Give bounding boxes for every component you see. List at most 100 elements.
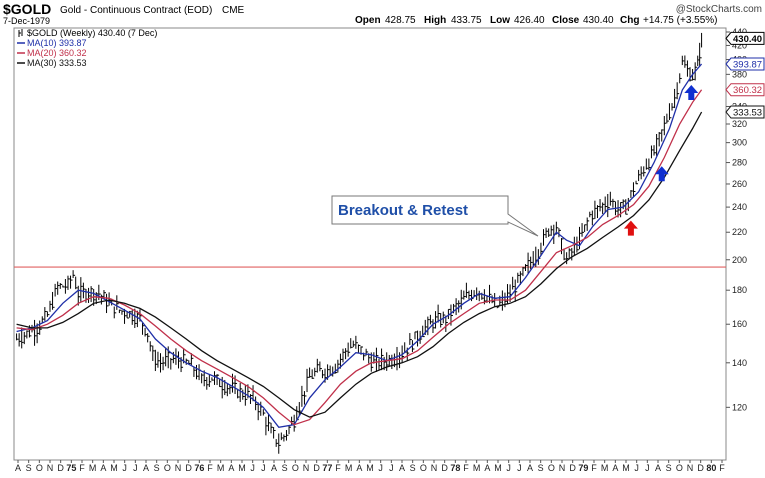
stockcharts-watermark: @StockCharts.com — [676, 4, 762, 15]
legend-label: MA(10) 393.87 — [27, 38, 87, 48]
x-tick-label: F — [79, 463, 85, 473]
x-tick-label: 78 — [450, 463, 460, 473]
legend-label: MA(30) 333.53 — [27, 58, 87, 68]
x-tick-label: J — [250, 463, 255, 473]
x-tick-label: J — [261, 463, 266, 473]
high-value: 433.75 — [451, 15, 482, 26]
x-tick-label: N — [47, 463, 54, 473]
ohlc-readout: Open 428.75 High 433.75 Low 426.40 Close… — [355, 15, 718, 26]
price-label-text: 333.53 — [733, 108, 762, 119]
x-tick-label: D — [697, 463, 704, 473]
x-tick-label: M — [217, 463, 225, 473]
price-label-box — [725, 31, 765, 45]
y-tick-label: 260 — [732, 179, 747, 189]
x-tick-label: D — [441, 463, 448, 473]
x-tick-label: M — [110, 463, 118, 473]
up-arrow-icon — [684, 85, 699, 101]
x-tick-label: N — [303, 463, 310, 473]
low-label: Low — [490, 15, 510, 26]
x-tick-label: M — [622, 463, 630, 473]
y-tick-label: 240 — [732, 202, 747, 212]
x-tick-label: J — [517, 463, 522, 473]
chart-name: Gold - Continuous Contract (EOD) — [60, 5, 212, 16]
x-tick-label: J — [389, 463, 394, 473]
x-tick-label: N — [431, 463, 438, 473]
x-tick-label: D — [185, 463, 192, 473]
plot-layer: 1201401601802002202402602803003203403603… — [14, 27, 765, 473]
x-tick-label: S — [410, 463, 416, 473]
y-tick-label: 200 — [732, 255, 747, 265]
x-tick-label: A — [655, 463, 661, 473]
x-tick-label: N — [687, 463, 694, 473]
x-tick-label: D — [313, 463, 320, 473]
x-tick-label: A — [484, 463, 490, 473]
plot-area — [13, 27, 727, 461]
chg-label: Chg — [620, 15, 639, 26]
price-label-box — [725, 83, 765, 97]
x-tick-label: M — [494, 463, 502, 473]
ma-line — [16, 89, 703, 426]
price-label-text: 430.40 — [733, 34, 762, 45]
x-tick-label: D — [57, 463, 64, 473]
x-tick-label: F — [335, 463, 341, 473]
y-tick-label: 320 — [732, 119, 747, 129]
x-tick-label: J — [378, 463, 383, 473]
x-tick-label: 76 — [194, 463, 204, 473]
x-tick-label: A — [399, 463, 405, 473]
price-label: 360.32 — [725, 83, 765, 97]
chart-date: 7-Dec-1979 — [3, 16, 50, 26]
callout-box — [331, 195, 539, 237]
x-tick-label: 80 — [706, 463, 716, 473]
x-tick-label: A — [612, 463, 618, 473]
legend-label: MA(20) 360.32 — [27, 48, 87, 58]
x-tick-label: A — [527, 463, 533, 473]
x-tick-label: A — [15, 463, 21, 473]
x-tick-label: J — [634, 463, 639, 473]
price-label: 333.53 — [725, 105, 765, 119]
up-arrow-icon — [654, 166, 669, 182]
x-tick-label: O — [292, 463, 299, 473]
x-tick-label: O — [164, 463, 171, 473]
x-tick-label: J — [133, 463, 138, 473]
price-label: 393.87 — [725, 57, 765, 70]
x-tick-label: A — [356, 463, 362, 473]
y-tick-label: 160 — [732, 319, 747, 329]
x-tick-label: 75 — [66, 463, 76, 473]
y-tick-label: 220 — [732, 227, 747, 237]
price-label-box — [725, 105, 765, 119]
x-tick-label: A — [271, 463, 277, 473]
price-label: 430.40 — [725, 31, 765, 45]
x-tick-label: S — [538, 463, 544, 473]
close-value: 430.40 — [583, 15, 614, 26]
x-tick-label: M — [601, 463, 609, 473]
bar-icon — [18, 29, 23, 37]
y-tick-label: 280 — [732, 158, 747, 168]
annotation-callout: Breakout & Retest — [331, 195, 539, 237]
x-tick-label: D — [569, 463, 576, 473]
y-tick-label: 140 — [732, 358, 747, 368]
y-tick-label: 420 — [732, 40, 747, 50]
x-tick-label: A — [100, 463, 106, 473]
chg-value: +14.75 (+3.55%) — [643, 15, 718, 26]
x-tick-label: O — [420, 463, 427, 473]
legend: $GOLD (Weekly) 430.40 (7 Dec)MA(10) 393.… — [17, 28, 157, 68]
x-tick-label: A — [228, 463, 234, 473]
x-tick-label: S — [154, 463, 160, 473]
price-label-text: 393.87 — [733, 59, 762, 70]
x-tick-label: J — [506, 463, 511, 473]
legend-label: $GOLD (Weekly) 430.40 (7 Dec) — [27, 28, 157, 38]
x-tick-label: F — [719, 463, 725, 473]
open-label: Open — [355, 15, 381, 26]
up-arrow-icon — [623, 220, 638, 236]
chart-exchange: CME — [222, 5, 245, 16]
y-tick-label: 300 — [732, 138, 747, 148]
x-tick-label: S — [26, 463, 32, 473]
chart-symbol: $GOLD — [3, 1, 51, 17]
x-tick-label: M — [366, 463, 374, 473]
y-tick-label: 180 — [732, 285, 747, 295]
x-tick-label: S — [282, 463, 288, 473]
close-label: Close — [552, 15, 580, 26]
x-tick-label: N — [559, 463, 566, 473]
x-tick-label: F — [207, 463, 213, 473]
y-tick-label: 380 — [732, 69, 747, 79]
